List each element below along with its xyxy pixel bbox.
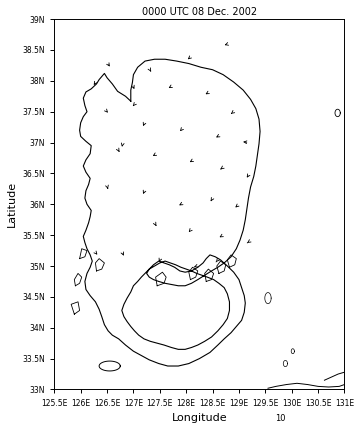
X-axis label: Longitude: Longitude [171,413,227,423]
Text: 10: 10 [275,414,285,423]
Y-axis label: Latitude: Latitude [7,181,17,227]
Title: 0000 UTC 08 Dec. 2002: 0000 UTC 08 Dec. 2002 [142,7,257,17]
